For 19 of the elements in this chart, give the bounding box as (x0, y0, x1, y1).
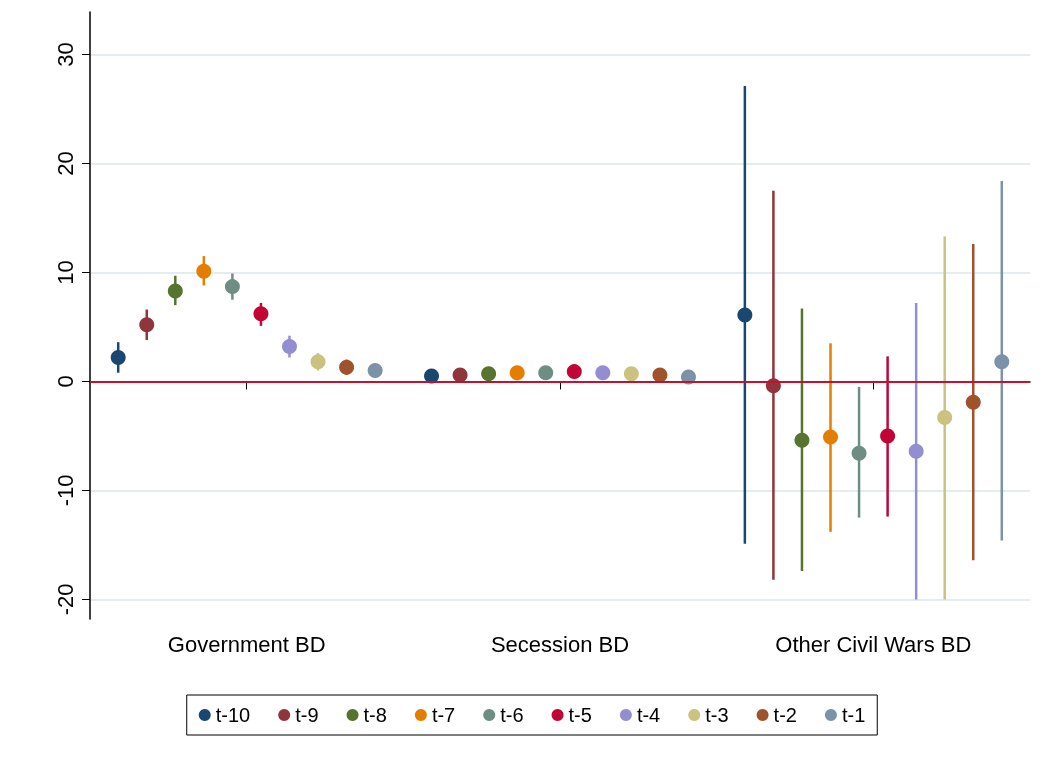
legend-label: t-10 (215, 704, 251, 726)
legend-label: t-2 (773, 704, 797, 726)
y-tick-label: 10 (52, 260, 78, 285)
legend-label: t-9 (295, 704, 319, 726)
y-tick-label: 0 (52, 375, 78, 388)
legend-label: t-6 (500, 704, 524, 726)
x-tick-label: Secession BD (490, 631, 630, 657)
y-tick-label: 20 (52, 151, 78, 176)
y-tick-label: -10 (52, 474, 78, 507)
legend-label: t-7 (431, 704, 456, 726)
y-tick-label: 30 (52, 42, 78, 67)
x-tick-label: Other Civil Wars BD (775, 631, 972, 657)
legend-label: t-5 (568, 704, 592, 726)
legend-label: t-8 (363, 704, 387, 726)
legend-label: t-1 (841, 704, 866, 726)
y-tick-label: -20 (52, 583, 78, 616)
legend-label: t-4 (636, 704, 661, 726)
x-tick-label: Government BD (167, 631, 326, 657)
legend-label: t-3 (705, 704, 729, 726)
